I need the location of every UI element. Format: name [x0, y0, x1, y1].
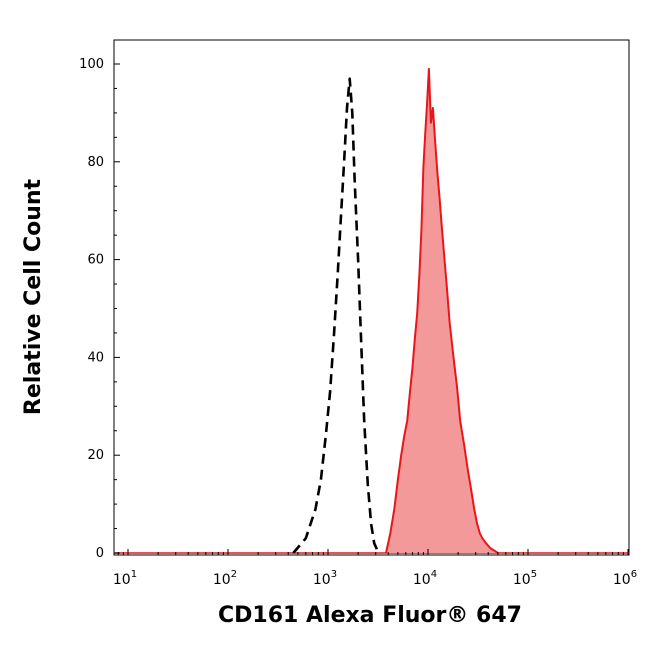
x-tick-exponent: 6	[631, 569, 637, 580]
x-tick-exponent: 3	[331, 569, 337, 580]
y-tick-label: 60	[87, 253, 104, 268]
plot-area	[113, 39, 630, 556]
axis-ticks: 0 20 40 60 80 100 101 102 103 104 105 106	[79, 57, 637, 588]
x-tick-label: 102	[213, 569, 237, 588]
y-tick-label: 80	[87, 155, 104, 170]
x-tick-exponent: 2	[231, 569, 237, 580]
x-tick-label: 106	[613, 569, 637, 588]
y-tick-label: 0	[96, 546, 104, 561]
stained-histogram-fill	[386, 68, 498, 554]
y-tick-label: 100	[79, 57, 104, 72]
x-tick-exponent: 4	[431, 569, 437, 580]
x-tick-exponent: 1	[131, 569, 137, 580]
control-histogram-line	[292, 77, 380, 554]
x-tick-label: 103	[313, 569, 337, 588]
x-tick-label: 105	[513, 569, 537, 588]
series-layer	[292, 67, 499, 554]
x-tick-exponent: 5	[531, 569, 537, 580]
y-tick-label: 40	[87, 350, 104, 365]
y-tick-label: 20	[87, 448, 104, 463]
x-tick-label: 104	[413, 569, 437, 588]
y-axis-title: Relative Cell Count	[21, 178, 46, 415]
plot-border	[113, 39, 630, 556]
x-tick-label: 101	[113, 569, 137, 588]
stained-histogram-line	[385, 67, 499, 554]
x-axis-title: CD161 Alexa Fluor® 647	[218, 603, 522, 628]
